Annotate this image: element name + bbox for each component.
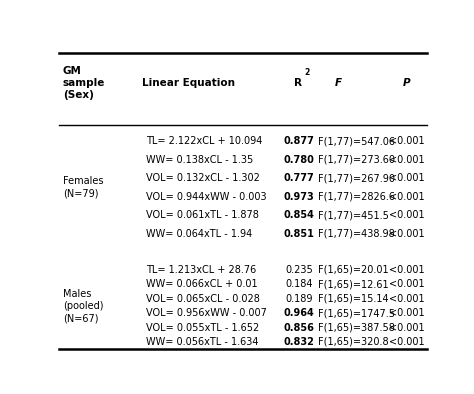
Text: VOL= 0.944xWW - 0.003: VOL= 0.944xWW - 0.003 [146, 192, 266, 202]
Text: 0.877: 0.877 [284, 136, 315, 147]
Text: R: R [294, 78, 302, 88]
Text: 0.964: 0.964 [284, 308, 315, 318]
Text: 0.777: 0.777 [284, 173, 315, 183]
Text: F(1,77)=267.90: F(1,77)=267.90 [318, 173, 395, 183]
Text: <0.001: <0.001 [389, 308, 424, 318]
Text: 0.780: 0.780 [284, 155, 315, 165]
Text: Females
(N=79): Females (N=79) [63, 177, 103, 199]
Text: Linear Equation: Linear Equation [142, 78, 235, 88]
Text: <0.001: <0.001 [389, 323, 424, 333]
Text: <0.001: <0.001 [389, 337, 424, 347]
Text: WW= 0.138xCL - 1.35: WW= 0.138xCL - 1.35 [146, 155, 253, 165]
Text: <0.001: <0.001 [389, 294, 424, 304]
Text: F(1,65)=1747.5: F(1,65)=1747.5 [318, 308, 395, 318]
Text: F(1,65)=12.61: F(1,65)=12.61 [318, 279, 389, 289]
Text: TL= 1.213xCL + 28.76: TL= 1.213xCL + 28.76 [146, 265, 256, 275]
Text: TL= 2.122xCL + 10.094: TL= 2.122xCL + 10.094 [146, 136, 262, 147]
Text: 0.973: 0.973 [284, 192, 315, 202]
Text: 0.189: 0.189 [285, 294, 313, 304]
Text: VOL= 0.132xCL - 1.302: VOL= 0.132xCL - 1.302 [146, 173, 259, 183]
Text: F(1,77)=273.60: F(1,77)=273.60 [318, 155, 395, 165]
Text: F: F [335, 78, 342, 88]
Text: WW= 0.066xCL + 0.01: WW= 0.066xCL + 0.01 [146, 279, 257, 289]
Text: VOL= 0.956xWW - 0.007: VOL= 0.956xWW - 0.007 [146, 308, 266, 318]
Text: VOL= 0.065xCL - 0.028: VOL= 0.065xCL - 0.028 [146, 294, 259, 304]
Text: F(1,77)=2826.6: F(1,77)=2826.6 [318, 192, 395, 202]
Text: <0.001: <0.001 [389, 279, 424, 289]
Text: <0.001: <0.001 [389, 210, 424, 220]
Text: 0.832: 0.832 [284, 337, 315, 347]
Text: 0.851: 0.851 [284, 229, 315, 239]
Text: F(1,65)=20.01: F(1,65)=20.01 [318, 265, 389, 275]
Text: 2: 2 [305, 68, 310, 77]
Text: <0.001: <0.001 [389, 192, 424, 202]
Text: 0.235: 0.235 [285, 265, 313, 275]
Text: VOL= 0.061xTL - 1.878: VOL= 0.061xTL - 1.878 [146, 210, 258, 220]
Text: F(1,77)=451.5: F(1,77)=451.5 [318, 210, 389, 220]
Text: WW= 0.064xTL - 1.94: WW= 0.064xTL - 1.94 [146, 229, 252, 239]
Text: WW= 0.056xTL - 1.634: WW= 0.056xTL - 1.634 [146, 337, 258, 347]
Text: F(1,65)=320.8: F(1,65)=320.8 [318, 337, 389, 347]
Text: <0.001: <0.001 [389, 155, 424, 165]
Text: <0.001: <0.001 [389, 173, 424, 183]
Text: <0.001: <0.001 [389, 229, 424, 239]
Text: 0.184: 0.184 [285, 279, 313, 289]
Text: Males
(pooled)
(N=67): Males (pooled) (N=67) [63, 288, 103, 323]
Text: F(1,65)=387.58: F(1,65)=387.58 [318, 323, 395, 333]
Text: VOL= 0.055xTL - 1.652: VOL= 0.055xTL - 1.652 [146, 323, 259, 333]
Text: F(1,65)=15.14: F(1,65)=15.14 [318, 294, 389, 304]
Text: <0.001: <0.001 [389, 265, 424, 275]
Text: GM
sample
(Sex): GM sample (Sex) [63, 65, 105, 100]
Text: 0.856: 0.856 [284, 323, 315, 333]
Text: F(1,77)=438.98: F(1,77)=438.98 [318, 229, 395, 239]
Text: F(1,77)=547.06: F(1,77)=547.06 [318, 136, 395, 147]
Text: 0.854: 0.854 [284, 210, 315, 220]
Text: <0.001: <0.001 [389, 136, 424, 147]
Text: P: P [402, 78, 410, 88]
